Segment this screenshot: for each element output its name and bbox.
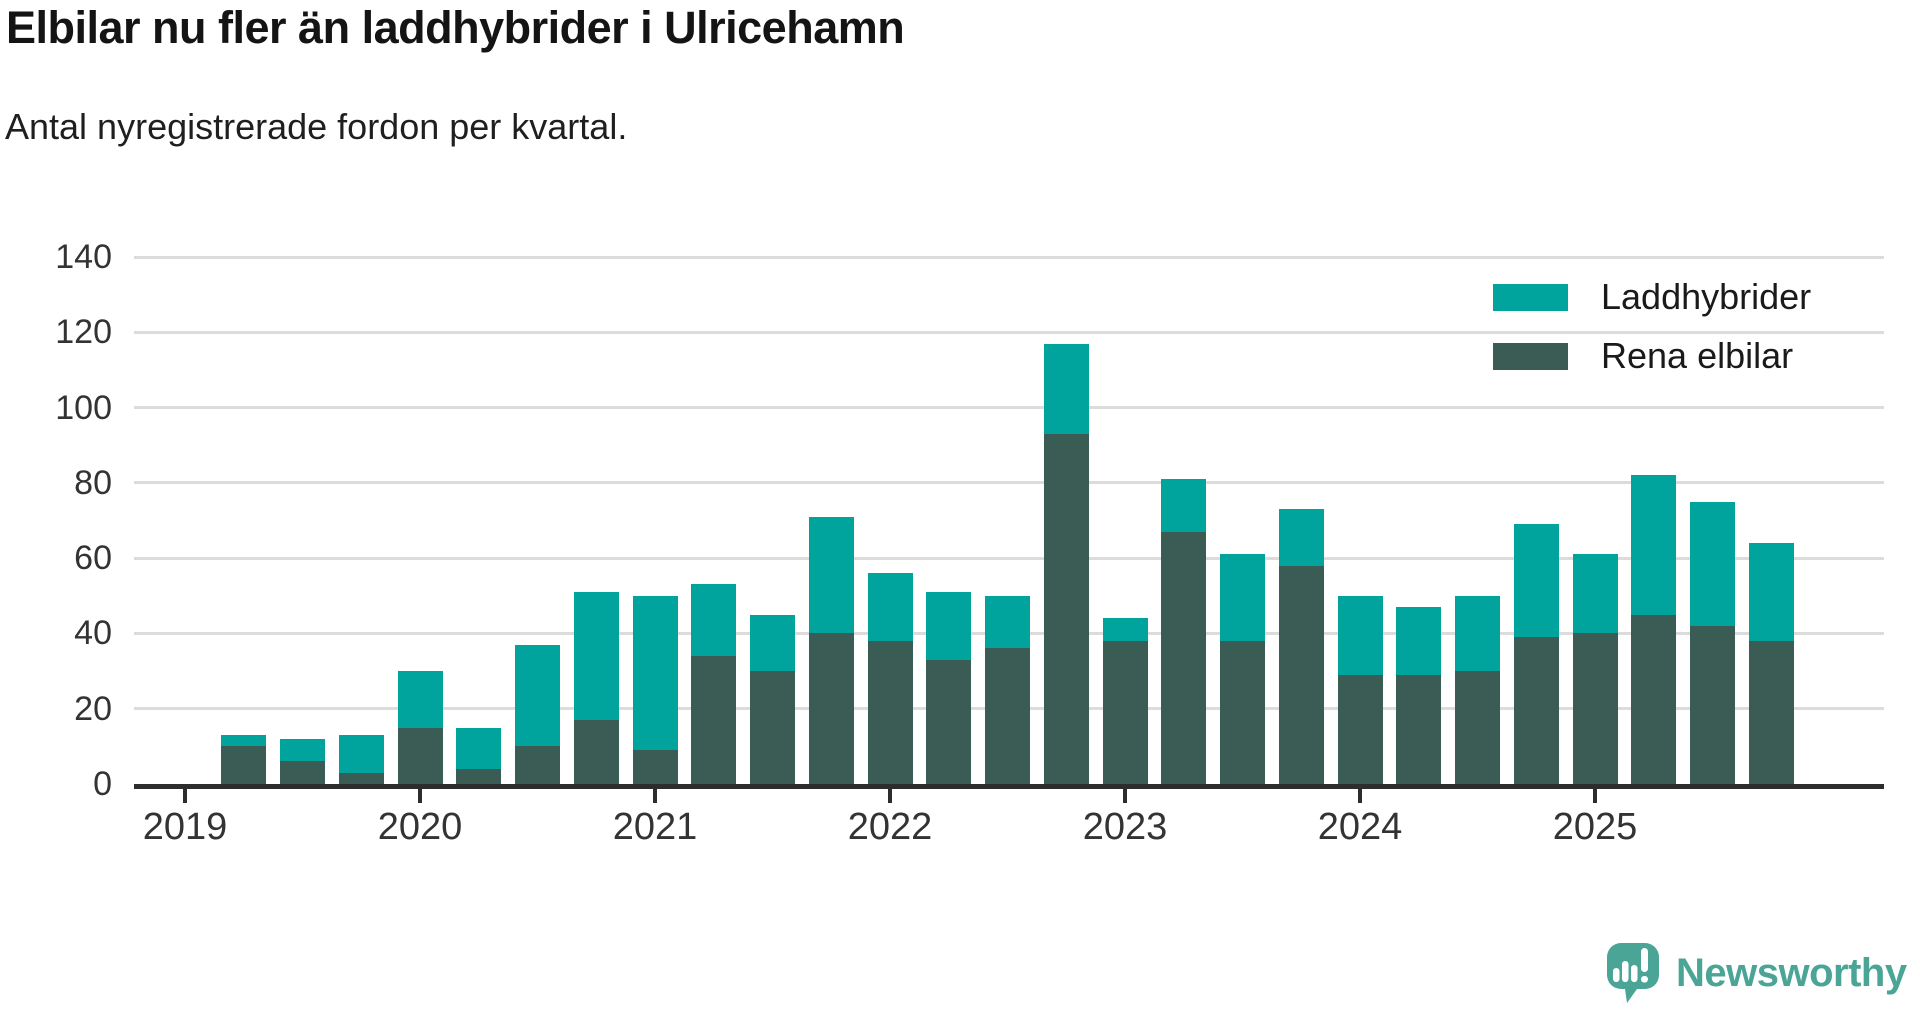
chat-bubble-chart-icon	[1607, 943, 1659, 1003]
bar-rena-elbilar	[867, 640, 913, 784]
bar-rena-elbilar	[985, 648, 1030, 784]
bar-rena-elbilar	[1513, 637, 1559, 784]
x-axis-label-2024: 2024	[1317, 806, 1403, 848]
bar-rena-elbilar	[1337, 674, 1383, 784]
bar-rena-elbilar	[632, 750, 678, 784]
bar-rena-elbilar	[515, 746, 560, 784]
bar-laddhybrider	[515, 644, 560, 747]
gridline-120	[134, 330, 1884, 334]
legend: Laddhybrider Rena elbilar	[1493, 276, 1812, 376]
bar-laddhybrider	[985, 595, 1030, 649]
x-axis-label-2020: 2020	[377, 806, 463, 848]
x-axis-tick-2019	[183, 789, 187, 803]
x-axis-label-2019: 2019	[142, 806, 228, 848]
y-axis-label-100: 100	[55, 388, 112, 427]
bar-rena-elbilar	[221, 746, 267, 784]
x-axis-tick-2021	[653, 789, 657, 803]
y-axis-label-80: 80	[74, 463, 112, 502]
bar-rena-elbilar	[691, 656, 737, 784]
x-axis-label-2021: 2021	[612, 806, 698, 848]
bar-laddhybrider	[456, 727, 502, 769]
bar-rena-elbilar	[1161, 531, 1207, 784]
bar-laddhybrider	[1748, 543, 1794, 641]
bar-rena-elbilar	[338, 772, 384, 784]
bar-rena-elbilar	[1102, 640, 1148, 784]
bar-laddhybrider	[808, 516, 854, 634]
x-axis-label-2023: 2023	[1082, 806, 1168, 848]
x-axis-tick-2023	[1123, 789, 1127, 803]
bar-rena-elbilar	[1220, 640, 1265, 784]
bar-rena-elbilar	[1396, 674, 1442, 784]
bar-laddhybrider	[1690, 501, 1735, 626]
bar-rena-elbilar	[1631, 614, 1677, 784]
bar-rena-elbilar	[280, 761, 325, 784]
bar-laddhybrider	[691, 584, 737, 656]
bar-laddhybrider	[1513, 524, 1559, 638]
bar-laddhybrider	[1278, 509, 1324, 566]
bar-laddhybrider	[1102, 618, 1148, 641]
bar-laddhybrider	[1337, 595, 1383, 675]
bar-rena-elbilar	[1572, 633, 1618, 784]
bar-rena-elbilar	[926, 659, 972, 784]
bar-rena-elbilar	[1690, 625, 1735, 784]
y-axis-label-40: 40	[74, 614, 112, 653]
bar-rena-elbilar	[573, 720, 619, 784]
x-axis-line	[134, 784, 1884, 789]
legend-item-rena-elbilar: Rena elbilar	[1493, 335, 1811, 376]
y-axis-label-20: 20	[74, 689, 112, 728]
gridline-140	[134, 255, 1884, 259]
bar-laddhybrider	[926, 592, 972, 660]
bar-rena-elbilar	[397, 727, 443, 784]
bar-rena-elbilar	[1748, 640, 1794, 784]
bar-laddhybrider	[750, 614, 795, 672]
bar-rena-elbilar	[456, 768, 502, 784]
chart-subtitle: Antal nyregistrerade fordon per kvartal.	[5, 106, 628, 147]
bar-laddhybrider	[1396, 607, 1442, 675]
bar-laddhybrider	[632, 595, 678, 751]
bar-rena-elbilar	[1043, 433, 1089, 784]
bar-laddhybrider	[338, 735, 384, 773]
y-axis-label-140: 140	[55, 238, 112, 276]
bar-laddhybrider	[573, 592, 619, 720]
bar-rena-elbilar	[808, 633, 854, 784]
logo-text: Newsworthy	[1676, 950, 1907, 995]
bar-laddhybrider	[1161, 479, 1207, 532]
x-axis-label-2022: 2022	[847, 806, 933, 848]
y-axis-label-120: 120	[55, 313, 112, 352]
y-axis-label-60: 60	[74, 539, 112, 578]
legend-swatch-rena-elbilar	[1493, 342, 1568, 370]
bar-laddhybrider	[1455, 595, 1500, 672]
gridline-100	[134, 406, 1884, 410]
legend-swatch-laddhybrider	[1493, 283, 1568, 311]
x-axis-tick-2025	[1593, 789, 1597, 803]
gridline-60	[134, 556, 1884, 560]
x-axis-label-2025: 2025	[1552, 806, 1638, 848]
chart-title: Elbilar nu fler än laddhybrider i Ulrice…	[6, 2, 905, 53]
bar-rena-elbilar	[1455, 671, 1500, 784]
legend-label-laddhybrider: Laddhybrider	[1601, 276, 1812, 317]
legend-label-rena-elbilar: Rena elbilar	[1601, 335, 1794, 376]
bar-laddhybrider	[1572, 554, 1618, 634]
bar-laddhybrider	[1043, 343, 1089, 434]
bar-laddhybrider	[280, 738, 325, 762]
bar-laddhybrider	[867, 573, 913, 641]
legend-item-laddhybrider: Laddhybrider	[1493, 276, 1812, 317]
x-axis-tick-2020	[418, 789, 422, 803]
newsworthy-logo: Newsworthy	[1606, 942, 1907, 1004]
x-axis-tick-2024	[1358, 789, 1362, 803]
y-axis-label-0: 0	[93, 765, 112, 803]
bar-laddhybrider	[221, 735, 267, 747]
bar-laddhybrider	[397, 671, 443, 728]
bar-rena-elbilar	[750, 671, 795, 784]
x-axis-tick-2022	[888, 789, 892, 803]
bar-rena-elbilar	[1278, 565, 1324, 784]
bar-laddhybrider	[1631, 475, 1677, 615]
gridline-80	[134, 481, 1884, 485]
bar-laddhybrider	[1220, 554, 1265, 641]
